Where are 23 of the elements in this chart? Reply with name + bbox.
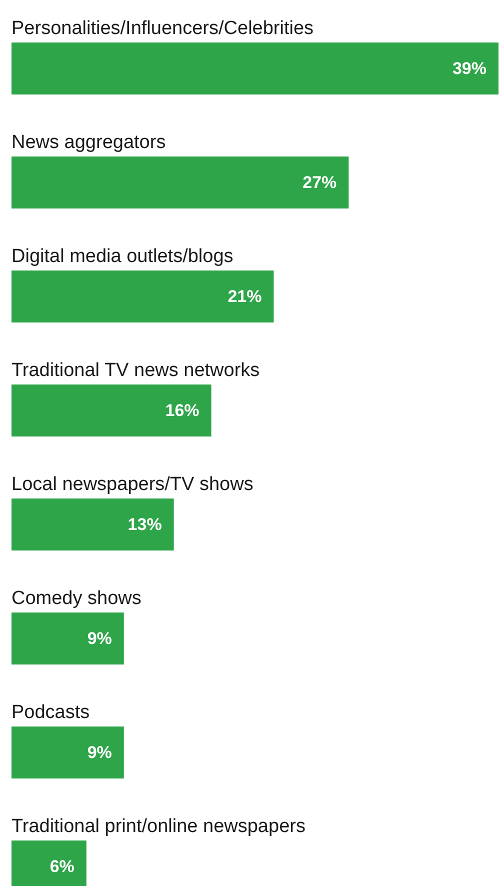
bar <box>12 726 124 778</box>
y-tick-label: Traditional TV news networks <box>12 360 260 381</box>
y-tick-label: Personalities/Influencers/Celebrities <box>12 18 314 39</box>
data-label: 27% <box>302 173 337 192</box>
bar <box>12 612 124 664</box>
data-label: 9% <box>87 743 112 762</box>
data-label: 6% <box>50 857 74 876</box>
y-tick-label: Traditional print/online newspapers <box>12 816 306 837</box>
y-tick-label: Digital media outlets/blogs <box>12 246 234 267</box>
bar <box>12 384 212 436</box>
data-label: 13% <box>128 515 162 534</box>
y-tick-label: Local newspapers/TV shows <box>12 474 254 495</box>
data-label: 21% <box>228 287 262 306</box>
bar <box>12 156 349 208</box>
y-tick-label: News aggregators <box>12 132 166 153</box>
data-label: 9% <box>87 629 112 648</box>
bar <box>12 498 174 550</box>
y-tick-label: Comedy shows <box>12 588 142 609</box>
data-label: 16% <box>165 401 200 420</box>
bar <box>12 42 498 94</box>
data-label: 39% <box>452 59 487 78</box>
bar <box>12 270 274 322</box>
y-tick-label: Podcasts <box>12 702 90 723</box>
